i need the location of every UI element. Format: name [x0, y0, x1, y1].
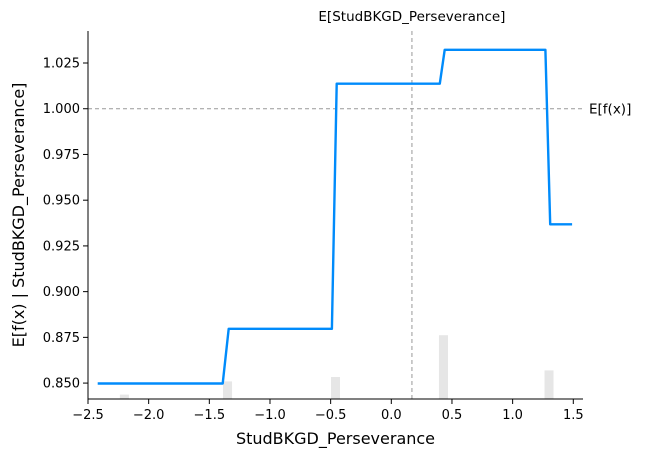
y-tick-label-1: 0.875	[43, 331, 80, 346]
y-tick-label-5: 0.975	[43, 148, 80, 163]
y-tick-label-7: 1.025	[43, 57, 80, 72]
histogram-bar-0	[119, 394, 129, 399]
x-tick-label-6: 0.5	[442, 408, 463, 423]
histogram-bar-2	[331, 377, 340, 399]
y-tick-label-6: 1.000	[43, 102, 80, 117]
x-tick-label-7: 1.0	[502, 408, 523, 423]
y-tick-label-2: 0.900	[43, 285, 80, 300]
expected-feature-label: E[StudBKGD_Perseverance]	[318, 9, 505, 25]
expected-value-label: E[f(x)]	[589, 102, 631, 118]
x-tick-label-0: −2.5	[72, 408, 104, 423]
histogram-bar-4	[544, 370, 554, 399]
histogram-bar-1	[223, 381, 233, 399]
dependence-line	[97, 48, 573, 385]
histogram-bar-3	[438, 335, 448, 399]
y-tick-label-0: 0.850	[43, 377, 80, 392]
x-tick-label-4: −0.5	[315, 408, 347, 423]
series-line-0	[97, 48, 573, 385]
y-tick-label-4: 0.950	[43, 194, 80, 209]
x-tick-label-5: 0.0	[381, 408, 402, 423]
x-tick-label-3: −1.0	[254, 408, 286, 423]
axes: 0.850 0.875 0.900 0.925 0.950 0.975 1.000 1.025…	[43, 31, 584, 423]
x-tick-label-8: 1.5	[563, 408, 584, 423]
x-tick-label-2: −1.5	[194, 408, 226, 423]
y-tick-label-3: 0.925	[43, 239, 80, 254]
x-tick-label-1: −2.0	[133, 408, 165, 423]
y-axis-label: E[f(x) | StudBKGD_Perseverance]	[9, 83, 29, 348]
histogram-bars	[119, 335, 554, 399]
x-axis-label: StudBKGD_Perseverance	[236, 429, 435, 449]
